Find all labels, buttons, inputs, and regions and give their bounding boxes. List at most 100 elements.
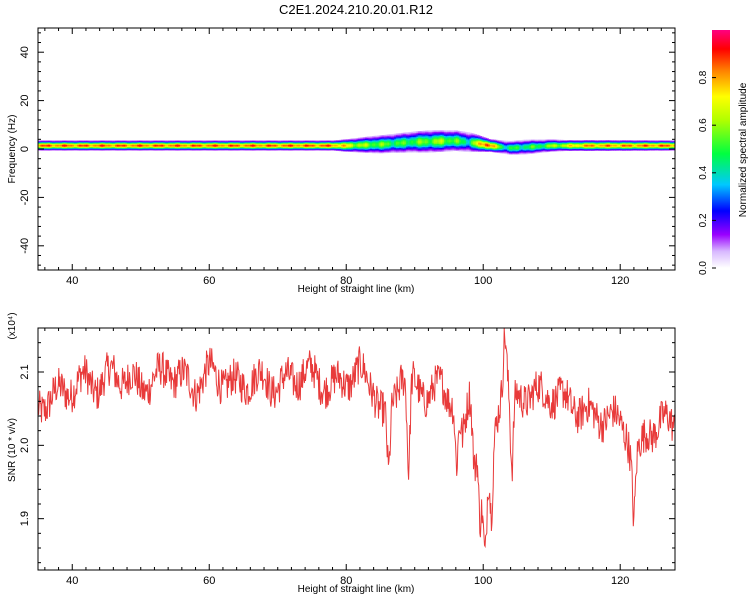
spectrogram-cell <box>157 145 161 147</box>
spectrogram-cell <box>522 149 525 151</box>
spectrogram-cell <box>538 151 541 153</box>
spectrogram-cell <box>459 142 462 144</box>
spectrogram-cell <box>173 144 176 146</box>
spectrogram-cell <box>168 141 171 143</box>
spectrogram-cell <box>265 144 269 146</box>
spectrogram-cell <box>192 141 195 143</box>
spectrogram-cell <box>306 143 310 145</box>
spectrogram-cell <box>202 145 205 147</box>
spectrogram-cell <box>401 151 404 153</box>
spectrogram-cell <box>455 148 459 150</box>
spectrogram-cell <box>483 138 486 141</box>
spectrogram-cell <box>116 144 120 146</box>
spectrogram-cell <box>294 142 298 144</box>
spectrogram-cell <box>174 149 178 151</box>
spectrogram-cell <box>476 134 479 137</box>
spectrogram-cell <box>293 144 296 146</box>
spectrogram-cell <box>548 147 551 149</box>
spectrogram-cell <box>186 143 190 145</box>
spectrogram-cell <box>231 144 234 146</box>
spectrogram-cell <box>293 145 296 147</box>
spectrogram-cell <box>365 138 368 141</box>
spectrogram-cell <box>390 136 394 138</box>
spectrogram-cell <box>353 150 356 153</box>
spectrogram-cell <box>77 149 80 150</box>
spectrogram-cell <box>118 145 121 147</box>
spectrogram-cell <box>539 143 543 145</box>
spectrogram-cell <box>519 149 522 152</box>
spectrogram-cell <box>65 145 68 147</box>
spectrogram-cell <box>135 143 138 145</box>
spectrogram-cell <box>385 140 388 142</box>
spectrogram-cell <box>145 141 149 143</box>
spectrogram-cell <box>481 138 484 140</box>
spectrogram-cell <box>512 143 515 145</box>
spectrogram-cell <box>118 147 121 149</box>
spectrogram-cell <box>335 146 339 148</box>
spectrogram-cell <box>154 142 157 144</box>
spectrogram-cell <box>414 140 418 143</box>
spectrogram-cell <box>561 150 565 152</box>
spectrogram-cell <box>72 145 75 147</box>
spectrogram-cell <box>317 142 320 144</box>
spectrogram-cell <box>67 140 70 142</box>
spectrogram-cell <box>241 147 245 149</box>
spectrogram-cell <box>118 149 121 151</box>
spectrogram-cell <box>133 149 137 151</box>
spectrogram-cell <box>399 150 402 152</box>
spectrogram-cell <box>97 141 101 143</box>
spectrogram-cell <box>147 144 150 146</box>
spectrogram-cell <box>79 147 82 149</box>
spectrogram-cell <box>467 142 471 144</box>
spectrogram-cell <box>253 143 257 145</box>
spectrogram-cell <box>311 144 315 146</box>
spectrogram-cell <box>507 149 510 151</box>
spectrogram-cell <box>214 145 217 147</box>
spectrogram-cell <box>452 144 455 146</box>
spectrogram-cell <box>517 142 520 144</box>
spectrogram-cell <box>258 141 262 143</box>
spectrogram-cell <box>89 142 92 144</box>
spectrogram-cell <box>253 145 257 147</box>
spectrogram-cell <box>94 149 97 150</box>
spectrogram-cell <box>260 149 263 150</box>
spectrogram-cell <box>149 144 152 146</box>
spectrogram-cell <box>89 141 92 143</box>
spectrogram-cell <box>546 150 549 152</box>
spectrogram-cell <box>553 139 556 141</box>
spectrogram-cell <box>377 151 380 154</box>
spectrogram-cell <box>188 149 191 151</box>
spectrogram-cell <box>58 149 61 151</box>
spectrogram-cell <box>248 149 251 151</box>
spectrogram-cell <box>219 140 222 142</box>
spectrogram-cell <box>387 141 390 143</box>
spectrogram-cell <box>104 142 108 144</box>
spectrogram-cell <box>121 141 125 143</box>
spectrogram-cell <box>96 140 99 142</box>
spectrogram-cell <box>452 149 455 152</box>
spectrogram-cell <box>329 140 332 142</box>
spectrogram-cell <box>92 141 96 143</box>
spectrogram-cell <box>560 141 563 143</box>
spectrogram-cell <box>522 140 525 142</box>
spectrogram-cell <box>181 147 185 149</box>
spectrogram-cell <box>224 145 227 147</box>
spectrogram-cell <box>356 142 359 144</box>
spectrogram-cell <box>111 141 114 143</box>
spectrogram-cell <box>310 148 313 150</box>
spectrogram-cell <box>277 142 281 144</box>
spectrogram-cell <box>334 140 337 142</box>
spectrogram-cell <box>419 140 423 142</box>
spectrogram-cell <box>104 141 108 143</box>
spectrogram-cell <box>556 146 560 148</box>
spectrogram-cell <box>469 143 472 145</box>
spectrogram-cell <box>570 142 573 144</box>
spectrogram-cell <box>370 143 373 145</box>
spectrogram-cell <box>317 144 320 146</box>
spectrogram-cell <box>286 144 289 146</box>
spectrogram-cell <box>390 144 394 146</box>
spectrogram-cell <box>527 145 531 148</box>
spectrogram-cell <box>209 143 212 145</box>
spectrogram-cell <box>320 149 323 151</box>
spectrogram-cell <box>169 142 173 144</box>
